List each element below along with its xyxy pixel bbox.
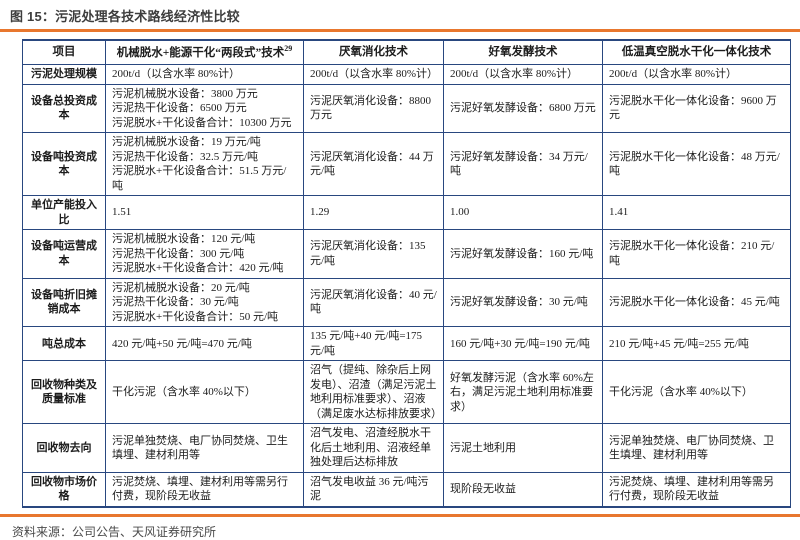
row-label: 回收物市场价格 xyxy=(22,471,106,508)
row-label: 回收物去向 xyxy=(22,423,106,473)
table-cell: 污泥脱水干化一体化设备：210 元/吨 xyxy=(602,229,791,279)
comparison-table-container: 项目 机械脱水+能源干化“两段式”技术29 厌氧消化技术 好氧发酵技术 低温真空… xyxy=(22,39,791,508)
figure-title: 图 15：污泥处理各技术路线经济性比较 xyxy=(10,9,240,24)
table-cell: 好氧发酵污泥（含水率 60%左右，满足污泥土地利用标准要求） xyxy=(443,360,603,425)
row-label: 吨总成本 xyxy=(22,326,106,362)
table-cell: 210 元/吨+45 元/吨=255 元/吨 xyxy=(602,326,791,362)
table-cell: 污泥好氧发酵设备：6800 万元 xyxy=(443,83,603,134)
row-label: 回收物种类及质量标准 xyxy=(22,360,106,425)
row-label: 设备吨运营成本 xyxy=(22,229,106,279)
table-row-recyclate-type-standard: 回收物种类及质量标准 干化污泥（含水率 40%以下） 沼气（提纯、除杂后上网发电… xyxy=(22,360,791,425)
row-label: 设备总投资成本 xyxy=(22,83,106,134)
table-row-recyclate-market-price: 回收物市场价格 污泥焚烧、填埋、建材利用等需另行付费，现阶段无收益 沼气发电收益… xyxy=(22,471,791,508)
row-label: 单位产能投入比 xyxy=(22,195,106,231)
table-row-treatment-scale: 污泥处理规模 200t/d（以含水率 80%计） 200t/d（以含水率 80%… xyxy=(22,64,791,85)
table-cell: 200t/d（以含水率 80%计） xyxy=(303,64,444,85)
table-cell: 污泥厌氧消化设备：40 元/吨 xyxy=(303,277,444,328)
table-cell: 1.00 xyxy=(443,195,603,231)
table-cell: 干化污泥（含水率 40%以下） xyxy=(602,360,791,425)
table-row-operating-cost: 设备吨运营成本 污泥机械脱水设备：120 元/吨 污泥热干化设备：300 元/吨… xyxy=(22,229,791,279)
table-cell: 污泥机械脱水设备：19 万元/吨 污泥热干化设备：32.5 万元/吨 污泥脱水+… xyxy=(105,132,304,197)
table-cell: 160 元/吨+30 元/吨=190 元/吨 xyxy=(443,326,603,362)
table-cell: 污泥厌氧消化设备：44 万元/吨 xyxy=(303,132,444,197)
table-cell: 污泥脱水干化一体化设备：9600 万元 xyxy=(602,83,791,134)
header-row: 项目 机械脱水+能源干化“两段式”技术29 厌氧消化技术 好氧发酵技术 低温真空… xyxy=(22,39,791,65)
table-cell: 污泥机械脱水设备：20 元/吨 污泥热干化设备：30 元/吨 污泥脱水+干化设备… xyxy=(105,277,304,328)
comparison-table: 项目 机械脱水+能源干化“两段式”技术29 厌氧消化技术 好氧发酵技术 低温真空… xyxy=(22,39,791,508)
column-header-mechanical-two-stage: 机械脱水+能源干化“两段式”技术29 xyxy=(105,39,304,65)
table-cell: 污泥脱水干化一体化设备：45 元/吨 xyxy=(602,277,791,328)
table-cell: 420 元/吨+50 元/吨=470 元/吨 xyxy=(105,326,304,362)
table-cell: 污泥厌氧消化设备：135 元/吨 xyxy=(303,229,444,279)
row-label: 设备吨折旧摊销成本 xyxy=(22,277,106,328)
table-cell: 1.41 xyxy=(602,195,791,231)
column-header-low-temp-vacuum: 低温真空脱水干化一体化技术 xyxy=(602,39,791,65)
table-cell: 200t/d（以含水率 80%计） xyxy=(105,64,304,85)
table-cell: 沼气发电收益 36 元/吨污泥 xyxy=(303,471,444,508)
table-cell: 污泥单独焚烧、电厂协同焚烧、卫生填埋、建材利用等 xyxy=(602,423,791,473)
source-note: 资料来源：公司公告、天风证券研究所 xyxy=(12,524,217,539)
table-cell: 沼气发电、沼渣经脱水干化后土地利用、沼液经单独处理后达标排放 xyxy=(303,423,444,473)
row-label: 设备吨投资成本 xyxy=(22,132,106,197)
table-cell: 污泥机械脱水设备：3800 万元 污泥热干化设备：6500 万元 污泥脱水+干化… xyxy=(105,83,304,134)
column-header-anaerobic-digestion: 厌氧消化技术 xyxy=(303,39,444,65)
table-cell: 污泥好氧发酵设备：30 元/吨 xyxy=(443,277,603,328)
table-cell: 沼气（提纯、除杂后上网发电）、沼渣（满足污泥土地利用标准要求）、沼液（满足废水达… xyxy=(303,360,444,425)
table-cell: 污泥焚烧、填埋、建材利用等需另行付费，现阶段无收益 xyxy=(105,471,304,508)
table-row-recyclate-destination: 回收物去向 污泥单独焚烧、电厂协同焚烧、卫生填埋、建材利用等 沼气发电、沼渣经脱… xyxy=(22,423,791,473)
column-header-aerobic-fermentation: 好氧发酵技术 xyxy=(443,39,603,65)
column-header-item: 项目 xyxy=(22,39,106,65)
table-cell: 污泥厌氧消化设备：8800 万元 xyxy=(303,83,444,134)
footnote-superscript: 29 xyxy=(284,44,293,53)
table-cell: 污泥好氧发酵设备：34 万元/吨 xyxy=(443,132,603,197)
table-cell: 污泥机械脱水设备：120 元/吨 污泥热干化设备：300 元/吨 污泥脱水+干化… xyxy=(105,229,304,279)
table-cell: 污泥脱水干化一体化设备：48 万元/吨 xyxy=(602,132,791,197)
table-cell: 干化污泥（含水率 40%以下） xyxy=(105,360,304,425)
table-cell: 现阶段无收益 xyxy=(443,471,603,508)
table-row-depreciation-cost: 设备吨折旧摊销成本 污泥机械脱水设备：20 元/吨 污泥热干化设备：30 元/吨… xyxy=(22,277,791,328)
table-cell: 1.29 xyxy=(303,195,444,231)
table-cell: 1.51 xyxy=(105,195,304,231)
table-cell: 200t/d（以含水率 80%计） xyxy=(443,64,603,85)
table-cell: 135 元/吨+40 元/吨=175 元/吨 xyxy=(303,326,444,362)
table-cell: 污泥焚烧、填埋、建材利用等需另行付费，现阶段无收益 xyxy=(602,471,791,508)
table-cell: 污泥好氧发酵设备：160 元/吨 xyxy=(443,229,603,279)
table-cell: 污泥单独焚烧、电厂协同焚烧、卫生填埋、建材利用等 xyxy=(105,423,304,473)
top-divider xyxy=(0,29,800,32)
table-cell: 200t/d（以含水率 80%计） xyxy=(602,64,791,85)
table-row-investment-per-ton: 设备吨投资成本 污泥机械脱水设备：19 万元/吨 污泥热干化设备：32.5 万元… xyxy=(22,132,791,197)
column-header-text: 机械脱水+能源干化“两段式”技术 xyxy=(116,46,285,59)
table-row-total-cost-per-ton: 吨总成本 420 元/吨+50 元/吨=470 元/吨 135 元/吨+40 元… xyxy=(22,326,791,362)
table-row-total-investment: 设备总投资成本 污泥机械脱水设备：3800 万元 污泥热干化设备：6500 万元… xyxy=(22,83,791,134)
row-label: 污泥处理规模 xyxy=(22,64,106,85)
table-cell: 污泥土地利用 xyxy=(443,423,603,473)
table-row-unit-capacity-ratio: 单位产能投入比 1.51 1.29 1.00 1.41 xyxy=(22,195,791,231)
